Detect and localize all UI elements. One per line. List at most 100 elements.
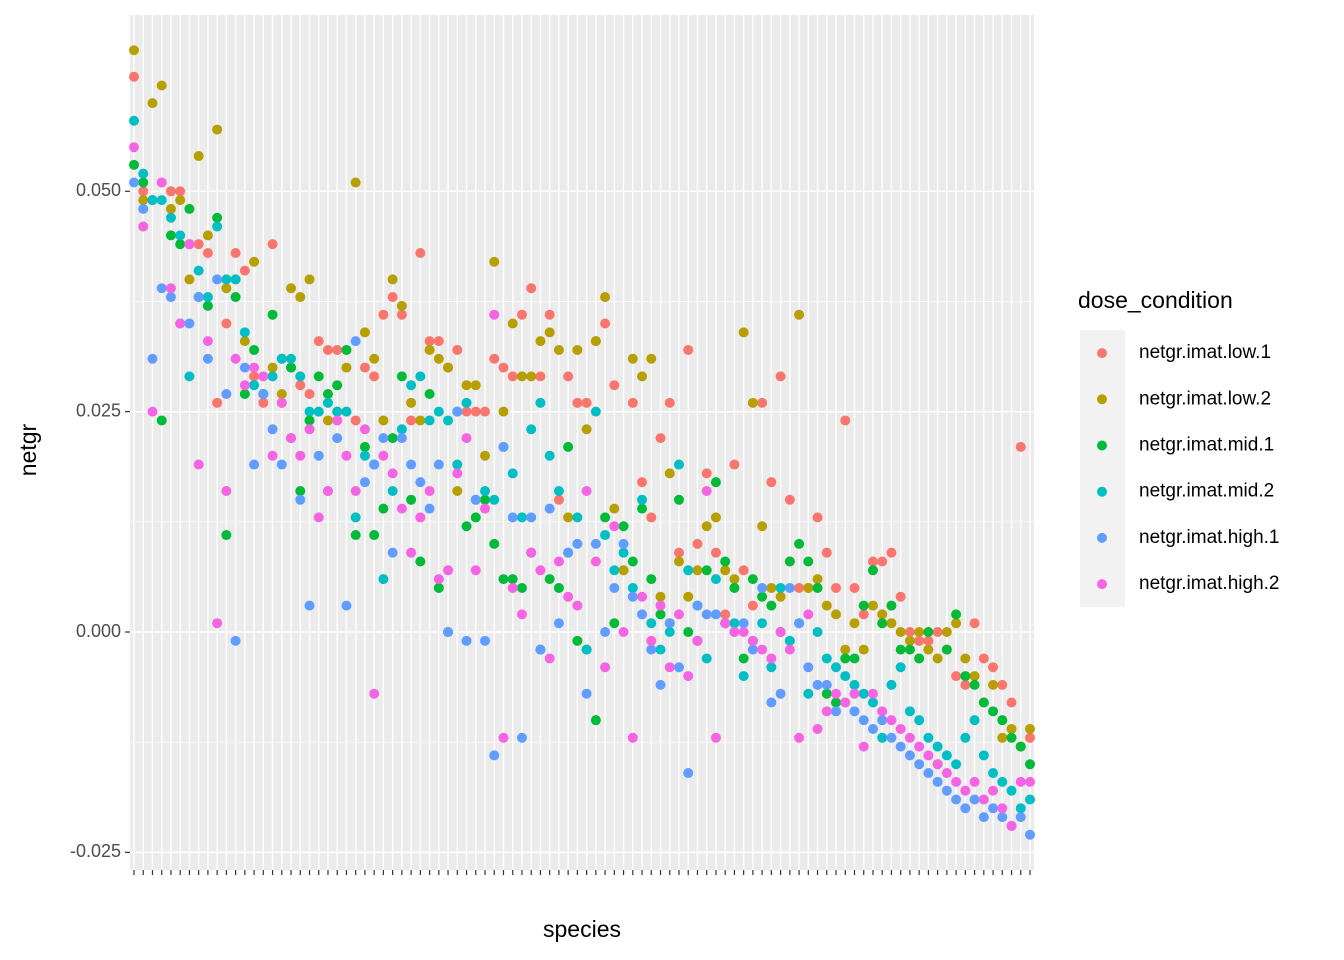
point <box>202 247 213 258</box>
point <box>701 565 712 576</box>
point <box>720 556 731 567</box>
point <box>923 635 934 646</box>
point <box>1025 732 1035 743</box>
point <box>710 477 721 488</box>
point <box>886 732 897 743</box>
point <box>997 812 1008 823</box>
point <box>295 371 306 382</box>
point <box>470 565 481 576</box>
point <box>600 512 611 523</box>
point <box>507 318 518 329</box>
point <box>230 292 241 303</box>
point <box>424 503 435 514</box>
point <box>803 688 814 699</box>
point <box>886 618 897 629</box>
point <box>757 397 768 408</box>
point <box>212 618 223 629</box>
point <box>304 415 315 426</box>
point <box>489 538 500 549</box>
point <box>526 424 537 435</box>
point <box>295 485 306 496</box>
point <box>470 380 481 391</box>
point <box>840 644 851 655</box>
point <box>249 256 260 267</box>
point <box>138 195 149 206</box>
point <box>738 671 749 682</box>
point <box>175 186 186 197</box>
point <box>212 124 223 135</box>
point <box>1025 794 1035 805</box>
point <box>618 565 629 576</box>
point <box>341 344 352 355</box>
point <box>600 662 611 673</box>
point <box>147 98 158 109</box>
point <box>738 653 749 664</box>
point <box>322 389 333 400</box>
point <box>858 715 869 726</box>
point <box>701 468 712 479</box>
point <box>775 582 786 593</box>
point <box>914 759 925 770</box>
point <box>692 600 703 611</box>
point <box>378 309 389 320</box>
point <box>590 538 601 549</box>
point <box>766 653 777 664</box>
point <box>313 336 324 347</box>
point <box>295 380 306 391</box>
point <box>1015 441 1026 452</box>
legend-label: netgr.imat.mid.1 <box>1139 435 1274 456</box>
point <box>572 512 583 523</box>
point <box>914 635 925 646</box>
point <box>359 424 370 435</box>
point <box>932 776 943 787</box>
point <box>821 600 832 611</box>
point <box>147 195 158 206</box>
point <box>221 530 232 541</box>
point <box>378 574 389 585</box>
point <box>415 371 426 382</box>
point <box>932 627 943 638</box>
point <box>304 274 315 285</box>
point <box>646 635 657 646</box>
point <box>156 195 167 206</box>
point <box>803 609 814 620</box>
point <box>212 221 223 232</box>
point <box>295 450 306 461</box>
point <box>637 503 648 514</box>
point <box>960 653 971 664</box>
point <box>609 380 620 391</box>
point <box>997 803 1008 814</box>
point <box>239 336 250 347</box>
point <box>433 574 444 585</box>
point <box>175 318 186 329</box>
point <box>406 547 417 558</box>
point <box>747 635 758 646</box>
point <box>710 574 721 585</box>
point <box>387 433 398 444</box>
point <box>960 785 971 796</box>
point <box>461 521 472 532</box>
point <box>1006 820 1017 831</box>
point <box>322 397 333 408</box>
point <box>516 582 527 593</box>
point <box>886 600 897 611</box>
point <box>387 547 398 558</box>
point <box>461 380 472 391</box>
point <box>988 803 999 814</box>
point <box>129 159 139 170</box>
point <box>757 521 768 532</box>
point <box>304 406 315 417</box>
point <box>821 706 832 717</box>
point <box>701 653 712 664</box>
point <box>978 794 989 805</box>
point <box>535 397 546 408</box>
point <box>387 468 398 479</box>
point <box>452 485 463 496</box>
point <box>498 574 509 585</box>
point <box>683 344 694 355</box>
point <box>692 538 703 549</box>
point <box>489 256 500 267</box>
point <box>387 274 398 285</box>
point <box>812 512 823 523</box>
point <box>655 433 666 444</box>
